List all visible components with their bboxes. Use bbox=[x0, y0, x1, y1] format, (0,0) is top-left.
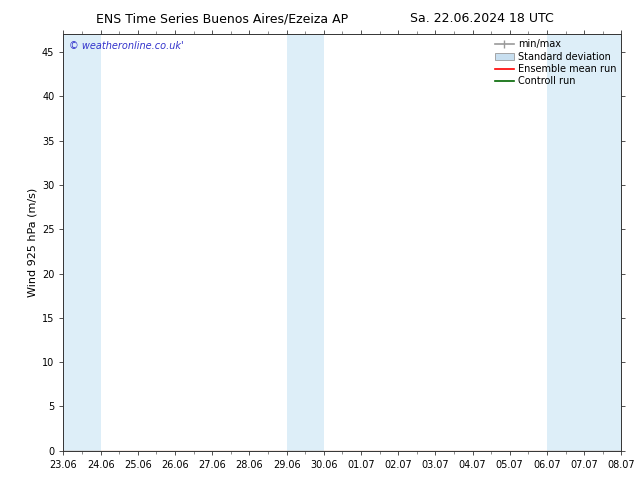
Bar bbox=[547, 34, 621, 451]
Legend: min/max, Standard deviation, Ensemble mean run, Controll run: min/max, Standard deviation, Ensemble me… bbox=[493, 37, 618, 88]
Y-axis label: Wind 925 hPa (m/s): Wind 925 hPa (m/s) bbox=[28, 188, 37, 297]
Text: ENS Time Series Buenos Aires/Ezeiza AP: ENS Time Series Buenos Aires/Ezeiza AP bbox=[96, 12, 348, 25]
Bar bbox=[63, 34, 101, 451]
Bar bbox=[287, 34, 324, 451]
Text: © weatheronline.co.uk': © weatheronline.co.uk' bbox=[69, 41, 184, 50]
Text: Sa. 22.06.2024 18 UTC: Sa. 22.06.2024 18 UTC bbox=[410, 12, 553, 25]
